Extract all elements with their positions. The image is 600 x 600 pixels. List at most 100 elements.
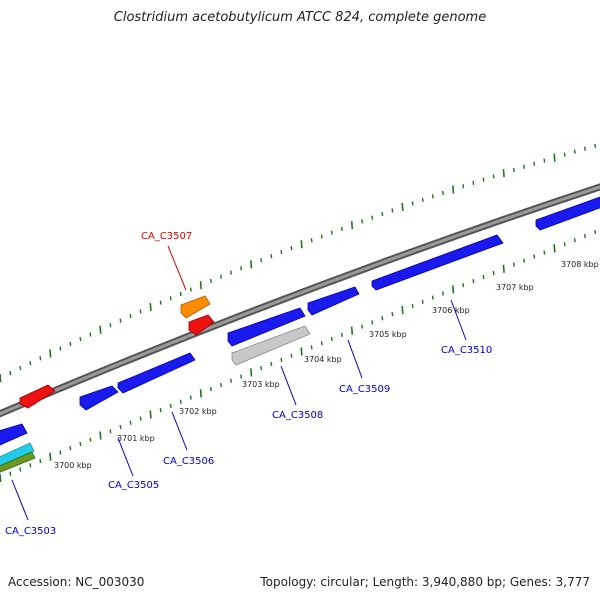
major-tick <box>49 452 52 461</box>
minor-tick <box>482 177 485 182</box>
genome-summary-text: Topology: circular; Length: 3,940,880 bp… <box>260 575 590 589</box>
minor-tick <box>411 303 414 308</box>
gene-leader-line <box>167 245 187 291</box>
tick-label: 3704 kbp <box>304 355 342 364</box>
gene-label[interactable]: CA_C3510 <box>441 345 492 356</box>
minor-tick <box>371 320 374 325</box>
tick-label: 3701 kbp <box>117 434 155 443</box>
gene-feature[interactable] <box>79 385 119 411</box>
map-title: Clostridium acetobutylicum ATCC 824, com… <box>113 10 487 25</box>
gene-leader-line <box>11 479 29 521</box>
minor-tick <box>240 374 243 379</box>
minor-tick <box>533 254 536 259</box>
gene-feature[interactable] <box>307 286 360 316</box>
gene-leader-line <box>117 437 134 477</box>
major-tick <box>553 153 556 162</box>
minor-tick <box>543 250 546 255</box>
gene-feature[interactable] <box>535 196 600 231</box>
minor-tick <box>179 399 182 404</box>
minor-tick <box>79 441 82 447</box>
gene-label[interactable]: CA_C3506 <box>163 456 214 467</box>
major-tick <box>452 285 455 294</box>
gene-label[interactable]: CA_C3507 <box>141 231 192 242</box>
minor-tick <box>472 279 475 284</box>
gene-feature-reverse[interactable] <box>188 314 215 336</box>
minor-tick <box>381 316 384 321</box>
gene-feature-olive[interactable] <box>0 451 36 473</box>
minor-tick <box>563 152 566 157</box>
major-tick <box>149 410 152 419</box>
minor-tick <box>119 318 122 323</box>
major-tick <box>149 303 152 312</box>
gene-leader-line <box>280 365 297 406</box>
minor-tick <box>29 361 32 366</box>
minor-tick <box>19 365 22 371</box>
minor-tick <box>411 201 414 206</box>
minor-tick <box>441 190 444 196</box>
gene-feature-cyan[interactable] <box>0 442 35 467</box>
minor-tick <box>361 219 364 224</box>
minor-tick <box>573 238 576 243</box>
backbone-highlight <box>0 185 600 416</box>
minor-tick <box>421 197 424 202</box>
minor-tick <box>320 341 323 346</box>
gene-feature[interactable] <box>227 307 306 347</box>
minor-tick <box>533 161 536 166</box>
minor-tick <box>290 353 293 358</box>
major-tick <box>99 325 102 334</box>
minor-tick <box>391 208 394 213</box>
major-tick <box>401 202 404 211</box>
major-tick <box>49 349 52 358</box>
minor-tick <box>594 143 597 148</box>
minor-tick <box>381 211 384 217</box>
minor-tick <box>431 194 434 199</box>
gene-feature[interactable] <box>117 352 196 394</box>
minor-tick <box>59 346 62 351</box>
tick-label: 3702 kbp <box>179 407 217 416</box>
minor-tick <box>340 332 343 337</box>
minor-tick <box>492 270 495 276</box>
gene-feature-gray[interactable] <box>231 325 311 366</box>
minor-tick <box>421 299 424 304</box>
minor-tick <box>270 254 273 259</box>
minor-tick <box>512 262 515 267</box>
gene-label[interactable]: CA_C3505 <box>108 480 159 491</box>
minor-tick <box>270 361 273 367</box>
genome-backbone <box>0 183 600 418</box>
tick-label: 3706 kbp <box>432 306 470 315</box>
major-tick <box>99 431 102 440</box>
gene-label[interactable]: CA_C3503 <box>5 526 56 537</box>
gene-feature-reverse[interactable] <box>19 384 56 409</box>
minor-tick <box>260 258 263 263</box>
gene-leader-line <box>171 411 188 451</box>
major-tick <box>250 368 253 377</box>
gene-leader-line <box>347 339 363 379</box>
major-tick <box>502 264 505 273</box>
minor-tick <box>69 446 72 451</box>
minor-tick <box>9 471 12 476</box>
gene-feature[interactable] <box>371 234 504 291</box>
tick-label: 3708 kbp <box>561 260 599 269</box>
minor-tick <box>462 283 465 288</box>
gene-labels: CA_C3503 CA_C3505 CA_C3506 CA_C3507 CA_C3508… <box>5 231 492 537</box>
minor-tick <box>492 174 495 179</box>
minor-tick <box>230 378 233 383</box>
major-tick <box>199 389 202 398</box>
major-tick <box>401 305 404 315</box>
minor-tick <box>119 424 122 430</box>
minor-tick <box>583 146 586 151</box>
gene-label[interactable]: CA_C3508 <box>272 410 323 421</box>
major-tick <box>0 473 2 483</box>
tick-label: 3703 kbp <box>242 380 280 389</box>
minor-tick <box>79 337 82 342</box>
major-tick <box>250 260 253 269</box>
gene-feature[interactable] <box>0 423 28 446</box>
gene-feature-orange[interactable] <box>180 295 211 319</box>
gene-label[interactable]: CA_C3509 <box>339 384 390 395</box>
minor-tick <box>89 332 92 337</box>
minor-tick <box>189 287 192 292</box>
gene-leader-line <box>450 299 467 341</box>
minor-tick <box>19 467 22 472</box>
minor-tick <box>9 370 12 376</box>
minor-tick <box>39 356 42 361</box>
